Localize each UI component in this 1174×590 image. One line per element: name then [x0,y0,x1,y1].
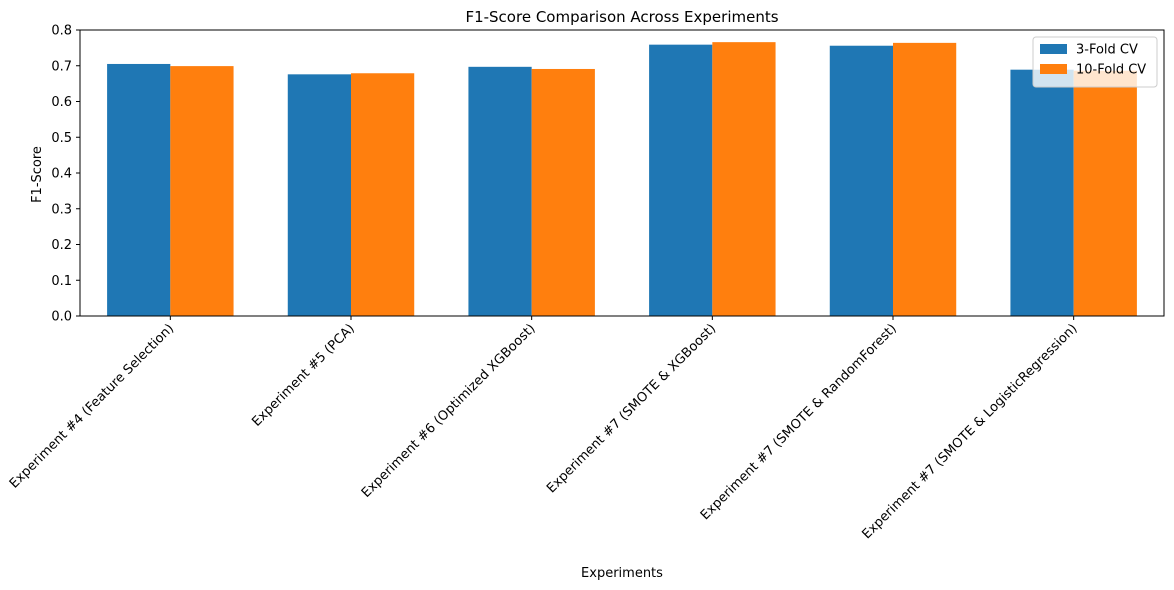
bar-series1-3 [649,44,713,316]
x-tick-label: Experiment #5 (PCA) [249,321,358,430]
x-tick-label: Experiment #7 (SMOTE & XGBoost) [544,321,719,496]
y-tick-label: 0.1 [51,274,72,289]
bar-series1-2 [468,66,532,316]
legend: 3-Fold CV 10-Fold CV [1032,36,1158,88]
y-tick-label: 0.4 [51,167,72,182]
bar-series2-5 [1073,70,1137,316]
chart-title: F1-Score Comparison Across Experiments [465,8,778,26]
bar-series1-4 [829,45,893,316]
bar-series2-4 [893,42,957,317]
y-axis-label: F1-Score [30,146,45,203]
legend-swatch-1 [1040,44,1067,54]
bar-series1-5 [1010,69,1074,317]
x-axis-label: Experiments [581,566,663,581]
bar-series1-0 [107,63,171,317]
bar-series2-0 [170,66,234,316]
bar-series2-3 [712,42,776,317]
x-tick-label: Experiment #7 (SMOTE & LogisticRegressio… [860,321,1081,542]
legend-label-1: 3-Fold CV [1076,43,1138,58]
x-tick-label: Experiment #4 (Feature Selection) [7,321,177,491]
y-tick-label: 0.2 [51,238,72,253]
y-tick-label: 0.3 [51,202,72,217]
bar-series2-1 [351,73,415,316]
x-tick-label: Experiment #7 (SMOTE & RandomForest) [698,321,900,523]
y-tick-label: 0.0 [51,310,72,325]
y-tick-label: 0.5 [51,131,72,146]
y-tick-label: 0.7 [51,59,72,74]
plot-area: 0.0 0.1 0.2 0.3 0.4 0.5 0.6 0.7 0.8 Experiment #4… [7,24,1165,542]
bar-series2-2 [531,68,595,316]
legend-label-2: 10-Fold CV [1076,63,1146,78]
x-tick-label: Experiment #6 (Optimized XGBoost) [359,321,539,501]
legend-swatch-2 [1040,64,1067,74]
axes-frame [79,29,1165,317]
y-tick-label: 0.6 [51,95,72,110]
y-tick-label: 0.8 [51,24,72,39]
bar-series1-1 [287,74,351,316]
